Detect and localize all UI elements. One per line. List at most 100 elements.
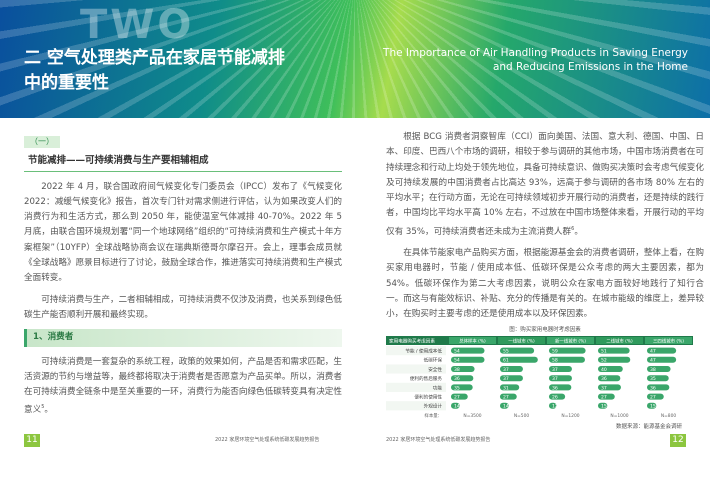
value-label: 51 [601, 349, 607, 355]
paragraph: 根据 BCG 消费者洞察智库（CCI）面向美国、法国、意大利、德国、中国、日本、… [386, 130, 704, 240]
value-label: 27 [601, 395, 607, 401]
series-header: 总体样本 (%) [459, 338, 486, 345]
text: 。 [44, 405, 53, 416]
header-cell [645, 337, 692, 345]
bar [451, 403, 460, 410]
bar [500, 366, 523, 373]
bar [647, 394, 664, 401]
text: 。 [574, 226, 583, 237]
value-label: 59 [552, 349, 558, 355]
series-header: 三四线城市 (%) [653, 338, 684, 345]
footnote-ref: 5 [41, 404, 45, 411]
value-label: 47 [650, 358, 656, 364]
bar [598, 357, 631, 364]
value-label: 15 [601, 404, 607, 410]
title: 二 空气处理类产品在家居节能减排中的重要性 [24, 48, 285, 93]
header-cell [547, 337, 594, 345]
value-label: 38 [454, 367, 460, 373]
paragraph: 可持续消费是一套复杂的系统工程，政策的效果如何，产品是否和需求匹配，生活资源的节… [24, 355, 342, 419]
value-label: 37 [601, 386, 607, 392]
value-label: 37 [552, 377, 558, 383]
bar [451, 375, 474, 382]
paragraph: 2022 年 4 月，联合国政府间气候变化专门委员会（IPCC）发布了《气候变化… [24, 181, 342, 284]
row-bg [386, 383, 446, 393]
category-label: 外观设计 [424, 403, 443, 410]
bar [549, 403, 557, 410]
bar [647, 375, 669, 382]
bar [549, 375, 572, 382]
bar [549, 348, 586, 355]
bar [500, 403, 509, 410]
row-bg [386, 364, 446, 375]
series-header: 二线城市 (%) [606, 338, 633, 345]
category-label: 便利的售后服务 [410, 376, 443, 383]
series-header: 新一线城市 (%) [555, 338, 586, 345]
bar [549, 357, 585, 364]
bar [500, 384, 520, 391]
footnote-ref: 6 [571, 225, 575, 232]
chart: 家用电器购买考虑因素 总体样本 (%)54543836352714N=3500一线… [386, 336, 693, 419]
header-cell [498, 337, 545, 345]
bar [549, 366, 572, 373]
value-label: 61 [503, 358, 509, 364]
bar [598, 384, 621, 391]
category-label: 便利的使用性 [414, 394, 442, 401]
bar [647, 366, 671, 373]
value-label: 36 [454, 377, 460, 383]
value-label: 58 [552, 358, 558, 364]
bar [549, 394, 566, 401]
value-label: 36 [601, 377, 607, 383]
value-label: 35 [650, 377, 656, 383]
category-label: 安全性 [428, 366, 442, 373]
bar [451, 366, 475, 373]
value-label: 52 [601, 358, 607, 364]
paragraph: 在具体节能家电产品购买方面，根据能源基金会的消费者调研，整体上看，在购买家用电器… [386, 247, 704, 320]
bar [500, 357, 538, 364]
series-header: 一线城市 (%) [508, 338, 535, 345]
sample-size: N=800 [661, 413, 677, 419]
header-cell [449, 337, 496, 345]
header-cell [596, 337, 643, 345]
watermark: TWO [80, 2, 195, 48]
bar [647, 384, 670, 391]
row-bg [386, 401, 446, 411]
sample-size: N=1000 [610, 413, 628, 419]
value-label: 37 [503, 377, 509, 383]
category-label: 节能 / 使用成本低 [405, 348, 442, 355]
bar [598, 366, 623, 373]
sample-label: 样本量： [424, 412, 442, 419]
page-number: 11 [24, 434, 40, 447]
category-label: 低碳环保 [424, 357, 443, 364]
bar [451, 348, 485, 355]
value-label: 54 [454, 358, 460, 364]
value-label: 27 [503, 395, 509, 401]
text: 根据 BCG 消费者洞察智库（CCI）面向美国、法国、意大利、德国、中国、日本、… [386, 132, 704, 237]
value-label: 47 [650, 349, 656, 355]
value-label: 36 [650, 386, 656, 392]
bar [549, 384, 572, 391]
left-column: （一） 节能减排——可持续消费与生产要相辅相成 2022 年 4 月，联合国政府… [24, 130, 342, 425]
section-tag: （一） [24, 136, 60, 148]
page-number: 12 [670, 434, 686, 447]
bar [500, 394, 517, 401]
sample-size: N=3500 [463, 413, 481, 419]
bar [500, 375, 523, 382]
category-label: 功能 [433, 385, 443, 392]
category-header: 家用电器购买考虑因素 [389, 338, 435, 345]
right-column: 根据 BCG 消费者洞察智库（CCI）面向美国、法国、意大利、德国、中国、日本、… [386, 130, 704, 433]
value-label: 36 [552, 386, 558, 392]
bar [647, 403, 657, 410]
value-label: 27 [454, 395, 460, 401]
value-label: 37 [503, 367, 509, 373]
value-label: 38 [650, 367, 656, 373]
footer: 2022 家居环境空气处理系统低碳发展趋势报告 [215, 437, 320, 443]
bar [451, 384, 473, 391]
value-label: 14 [454, 404, 460, 410]
sample-size: N=500 [514, 413, 530, 419]
title-en: The Importance of Air Handling Products … [383, 47, 688, 73]
banner: TWO 二 空气处理类产品在家居节能减排中的重要性 The Importance… [0, 0, 710, 118]
row-bg [386, 346, 446, 356]
section-title: 节能减排——可持续消费与生产要相辅相成 [24, 150, 342, 172]
source: 数据来源：能源基金会调研 [616, 424, 683, 430]
paragraph: 可持续消费与生产，二者相辅相成，可持续消费不仅涉及消费，也关系到绿色低碳生产能否… [24, 294, 342, 320]
